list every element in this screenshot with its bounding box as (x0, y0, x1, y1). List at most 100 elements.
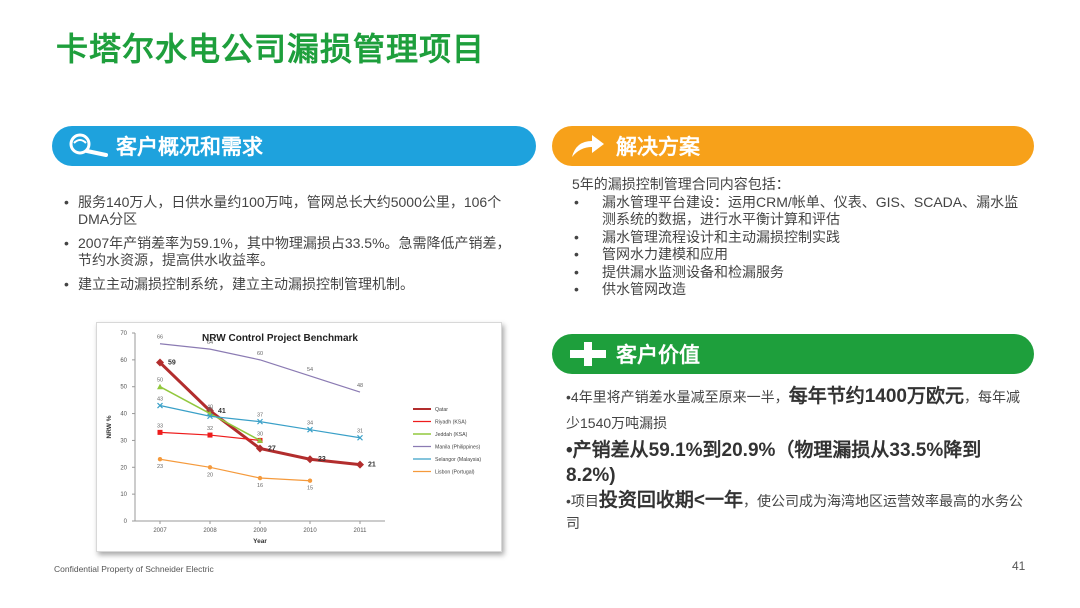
value-highlight: 每年节约1400万欧元 (788, 386, 964, 407)
solution-content: 5年的漏损控制管理合同内容包括： 漏水管理平台建设：运用CRM/帐单、仪表、GI… (572, 176, 1032, 299)
x-axis-label: Year (253, 538, 267, 545)
data-point (157, 457, 163, 462)
data-point (257, 418, 263, 425)
list-item: 供水管网改造 (572, 281, 1032, 299)
data-point (306, 455, 314, 464)
data-point (257, 437, 263, 443)
up-arrow-icon (572, 135, 604, 157)
needs-banner: 客户概况和需求 (52, 126, 536, 166)
y-tick-label: 0 (124, 519, 128, 525)
data-point (357, 434, 363, 441)
solution-intro: 5年的漏损控制管理合同内容包括： (572, 176, 790, 192)
data-point (156, 358, 164, 367)
y-tick-label: 50 (120, 385, 127, 391)
data-label: 59 (168, 360, 176, 367)
legend-label: Riyadh (KSA) (435, 420, 467, 426)
value-highlight: 投资回收期<一年 (598, 490, 744, 511)
data-point (157, 402, 163, 409)
data-point (307, 478, 313, 483)
x-tick-label: 2011 (354, 528, 368, 534)
legend-label: Manila (Philippines) (435, 445, 481, 451)
legend-label: Selangor (Malaysia) (435, 457, 481, 463)
data-label: 34 (307, 421, 313, 427)
data-label: 21 (368, 462, 376, 469)
page-title: 卡塔尔水电公司漏损管理项目 (56, 31, 486, 67)
value-line-3: •项目投资回收期<一年，使公司成为海湾地区运营效率最高的水务公司 (566, 490, 1026, 534)
value-line-2: •产销差从59.1%到20.9%（物理漏损从33.5%降到8.2%) (566, 440, 982, 486)
data-label: 54 (307, 367, 313, 373)
list-item: 提供漏水监测设备和检漏服务 (572, 264, 1032, 282)
x-tick-label: 2009 (253, 528, 267, 534)
y-tick-label: 40 (120, 412, 127, 418)
data-label: 27 (268, 445, 276, 452)
data-point (207, 432, 213, 438)
data-label: 16 (257, 483, 263, 489)
value-content: •4年里将产销差水量减至原来一半，每年节约1400万欧元，每年减少1540万吨漏… (566, 384, 1026, 534)
data-label: 40 (207, 405, 213, 411)
x-tick-label: 2010 (303, 528, 317, 534)
data-label: 41 (218, 408, 226, 415)
data-point (157, 429, 163, 435)
solution-heading: 解决方案 (616, 136, 700, 159)
value-text: ，使公司成为海湾地区运营效率最高的水务公司 (566, 493, 1024, 531)
data-label: 32 (207, 426, 213, 432)
data-label: 33 (157, 423, 163, 429)
needs-heading: 客户概况和需求 (116, 136, 263, 159)
data-label: 50 (157, 378, 163, 384)
data-label: 48 (357, 383, 363, 389)
x-tick-label: 2007 (153, 528, 167, 534)
legend-label: Lisbon (Portugal) (435, 470, 475, 476)
list-item: 漏水管理流程设计和主动漏损控制实践 (572, 229, 1032, 247)
list-item: 建立主动漏损控制系统，建立主动漏损控制管理机制。 (64, 276, 524, 293)
data-label: 60 (257, 351, 263, 357)
data-label: 64 (207, 340, 213, 346)
data-label: 43 (157, 397, 163, 403)
value-text: ，每年减少1540万吨漏损 (566, 389, 1020, 431)
y-tick-label: 20 (120, 465, 127, 471)
y-tick-label: 70 (120, 331, 127, 337)
x-tick-label: 2008 (203, 528, 217, 534)
plus-icon (570, 342, 606, 366)
data-point (257, 475, 263, 481)
data-label: 37 (257, 413, 263, 419)
data-label: 31 (357, 429, 363, 435)
value-heading: 客户价值 (616, 344, 700, 367)
data-label: 66 (157, 335, 163, 341)
legend-label: Qatar (435, 407, 448, 413)
page-number: 41 (1012, 559, 1026, 573)
needs-list: 服务140万人，日供水量约100万吨，管网总长大约5000公里，106个DMA分… (64, 194, 524, 300)
list-item: 2007年产销差率为59.1%，其中物理漏损占33.5%。急需降低产销差，节约水… (64, 235, 524, 269)
data-label: 40 (207, 407, 213, 413)
value-text: •4年里将产销差水量减至原来一半， (566, 389, 789, 405)
data-point (356, 460, 364, 469)
y-tick-label: 60 (120, 358, 127, 364)
data-point (256, 444, 264, 453)
series-line (159, 458, 311, 482)
data-point (207, 465, 213, 470)
value-line-1: •4年里将产销差水量减至原来一半，每年节约1400万欧元，每年减少1540万吨漏… (566, 384, 1026, 436)
chart-title: NRW Control Project Benchmark (202, 333, 358, 344)
magnifier-icon (69, 133, 108, 157)
data-label: 23 (318, 456, 326, 463)
data-point (157, 383, 163, 390)
solution-banner: 解决方案 (552, 126, 1034, 166)
value-banner: 客户价值 (552, 334, 1034, 374)
nrw-benchmark-chart: 0 10 20 30 40 50 60 70 2007 2008 2009 2010 2011 NRW C… (96, 322, 502, 552)
value-text: •项目 (566, 493, 599, 509)
list-item: 管网水力建模和应用 (572, 246, 1032, 264)
data-label: 15 (307, 486, 313, 492)
series-line (159, 343, 361, 393)
footer-text: Confidential Property of Schneider Elect… (54, 564, 214, 574)
data-label: 20 (207, 472, 213, 478)
data-point (307, 426, 313, 433)
y-tick-label: 10 (120, 492, 127, 498)
list-item: 服务140万人，日供水量约100万吨，管网总长大约5000公里，106个DMA分… (64, 194, 524, 228)
y-axis-label: NRW % (106, 415, 113, 438)
list-item: 漏水管理平台建设：运用CRM/帐单、仪表、GIS、SCADA、漏水监测系统的数据… (572, 194, 1032, 229)
solution-list: 漏水管理平台建设：运用CRM/帐单、仪表、GIS、SCADA、漏水监测系统的数据… (572, 194, 1032, 299)
data-point (207, 413, 213, 420)
data-label: 30 (257, 431, 263, 437)
legend-label: Jeddah (KSA) (435, 432, 468, 438)
y-tick-label: 30 (120, 438, 127, 444)
chart-svg: 0 10 20 30 40 50 60 70 2007 2008 2009 2010 2011 NRW C… (106, 331, 481, 545)
